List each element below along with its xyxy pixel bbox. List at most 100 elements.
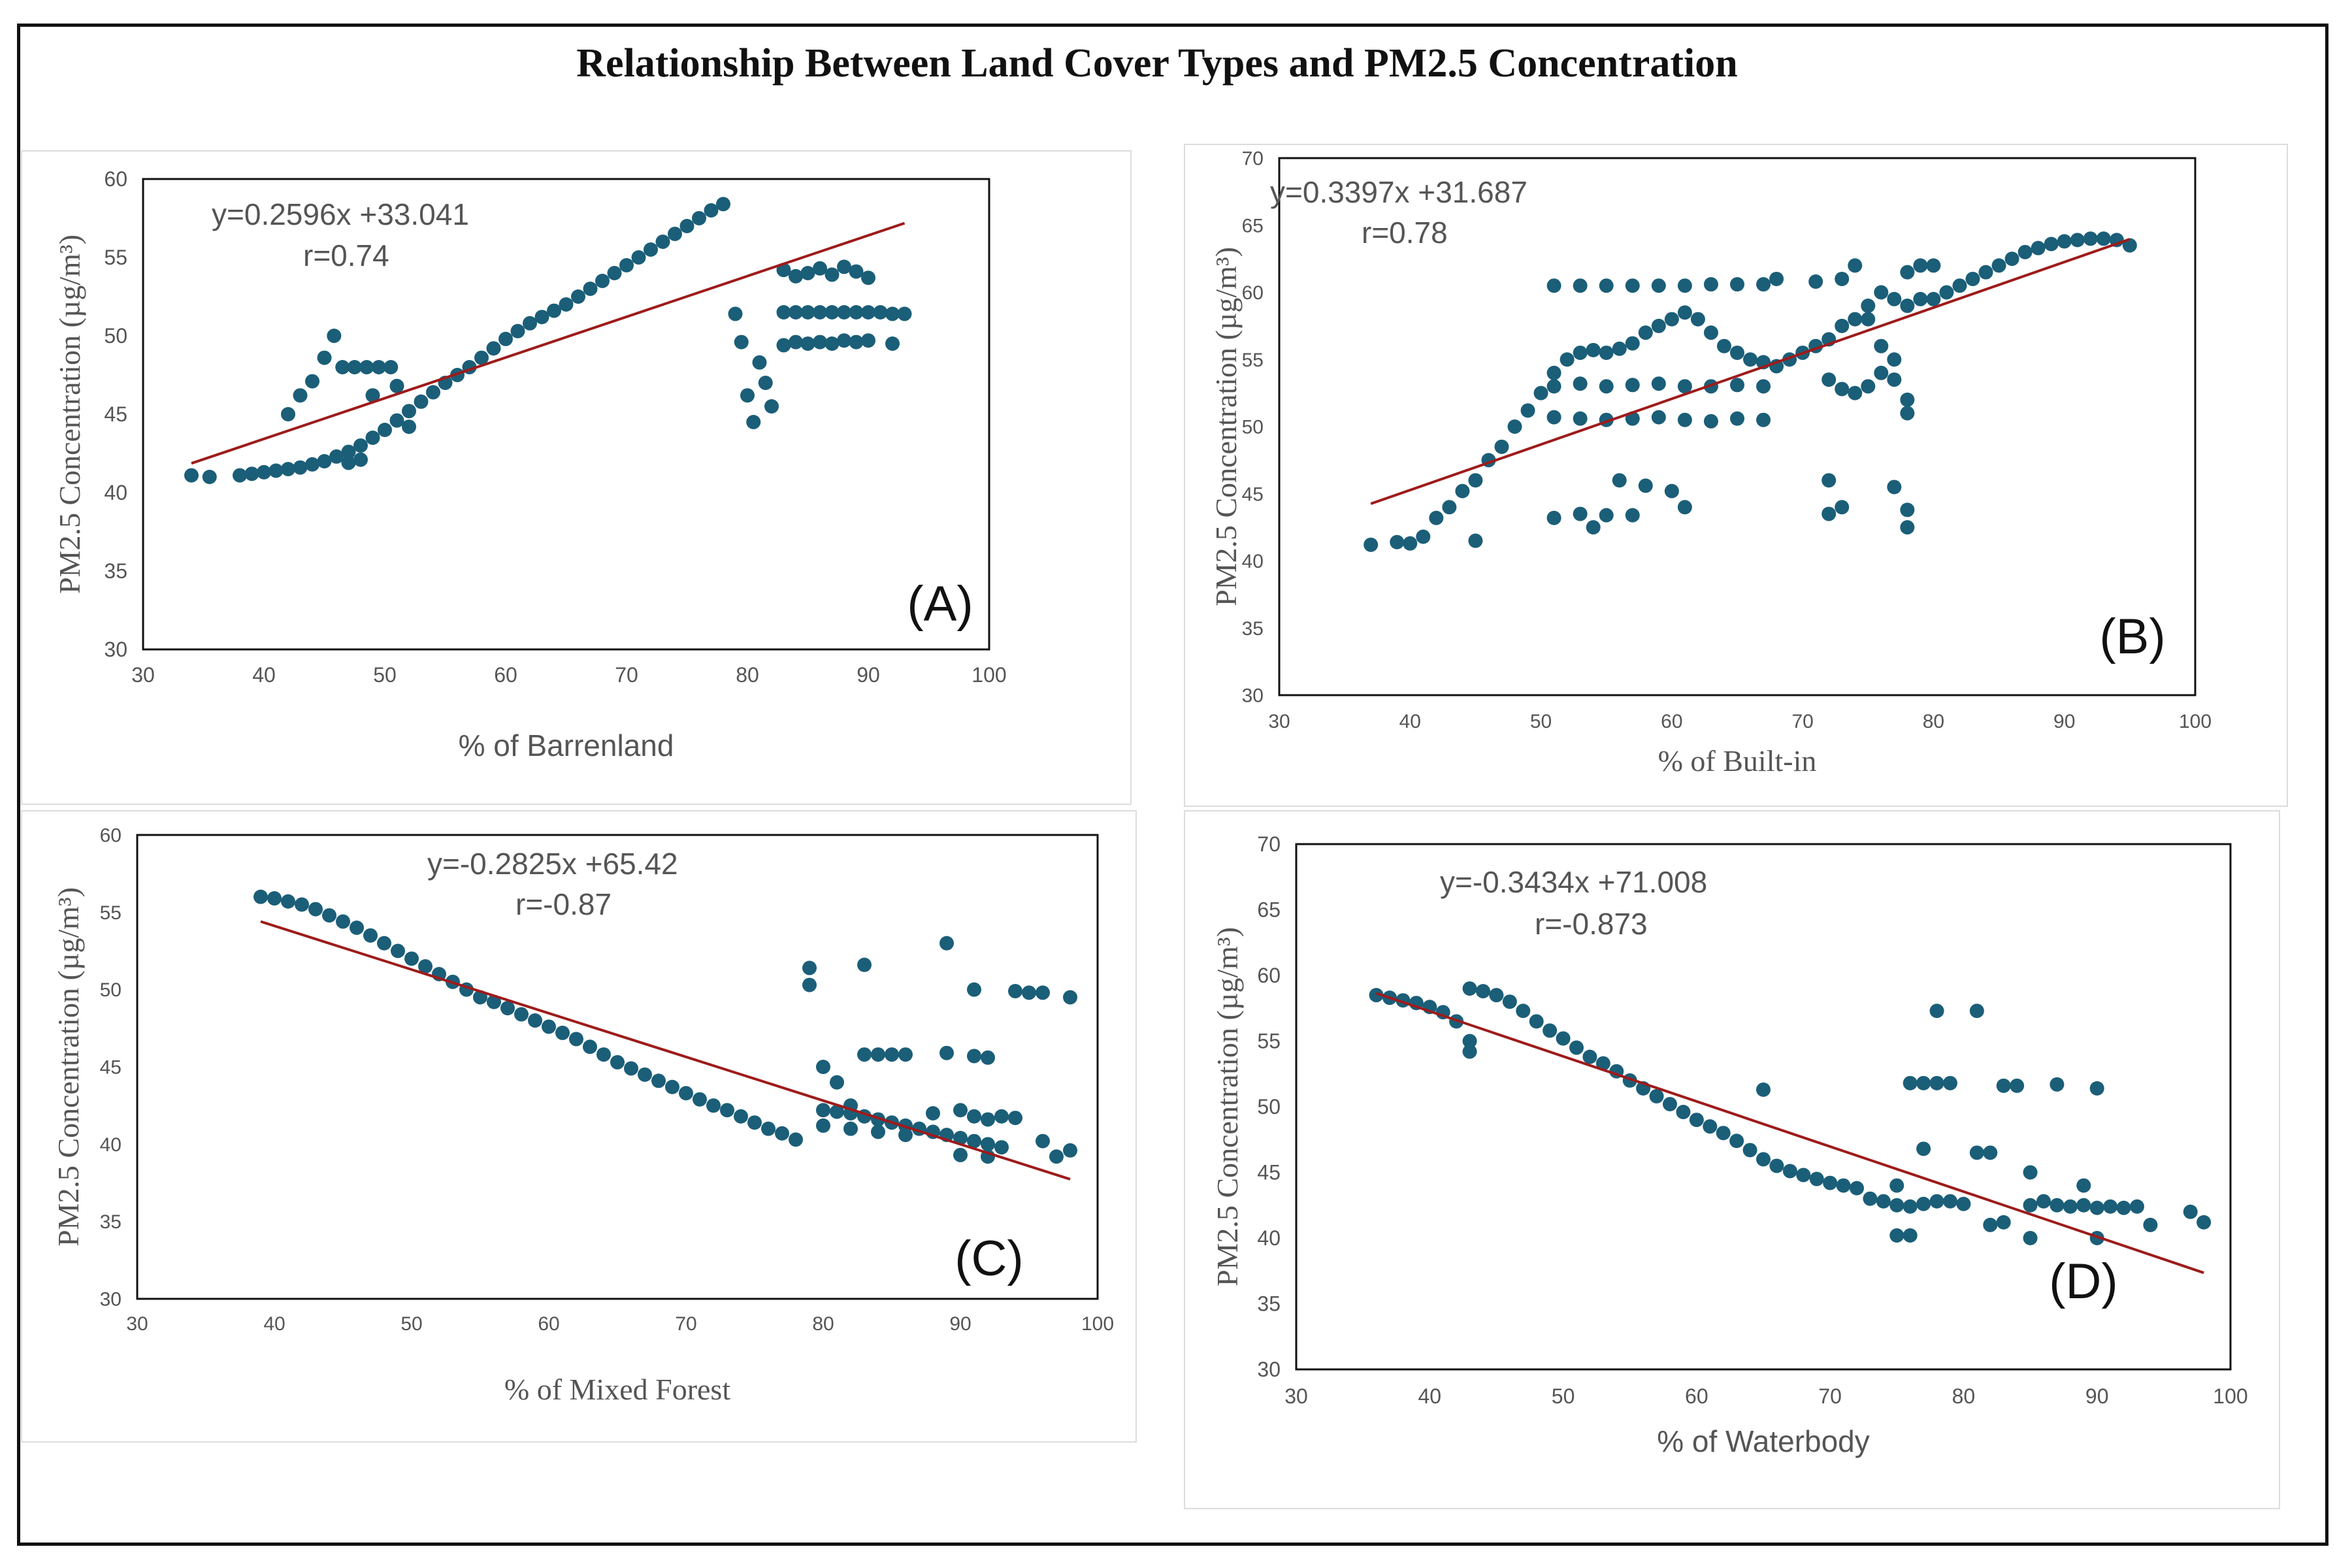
data-point: [825, 305, 840, 319]
data-point: [1649, 1088, 1664, 1103]
data-point: [418, 959, 433, 974]
panel-b: 30 40 50 60 70 80 90 100 30 35 40 45 50 55 60 65 70 PM2.5…: [1184, 144, 2288, 807]
y-axis-label: PM2.5 Concentration (µg/m³): [1211, 927, 1244, 1286]
y-tick-label: 35: [1242, 618, 1264, 640]
y-tick-label: 30: [100, 1289, 122, 1311]
x-tick-label: 90: [949, 1313, 971, 1335]
data-point: [704, 203, 719, 218]
data-point: [1887, 291, 1902, 306]
data-point: [1809, 1171, 1824, 1186]
panel-c: 30 40 50 60 70 80 90 100 30 35 40 45 50 55 60 PM2.5 Con…: [21, 810, 1137, 1443]
data-point: [257, 465, 271, 480]
x-tick-label: 70: [1818, 1384, 1842, 1408]
data-point: [1063, 990, 1077, 1005]
data-point: [336, 914, 350, 929]
data-point: [830, 1104, 844, 1119]
x-axis-label: % of Built-in: [1658, 744, 1817, 777]
data-point: [1664, 312, 1679, 327]
data-point: [638, 1067, 652, 1082]
scatter-chart-c: 30 40 50 60 70 80 90 100 30 35 40 45 50 55 60 PM2.5 Con…: [52, 825, 1114, 1407]
data-point: [1599, 345, 1614, 360]
x-tick-label: 40: [252, 663, 276, 687]
data-point: [1063, 1143, 1077, 1158]
data-point: [1036, 1134, 1050, 1149]
data-point: [1664, 483, 1679, 498]
data-point: [1494, 439, 1509, 454]
data-point: [353, 452, 368, 467]
data-point: [559, 297, 574, 312]
data-point: [281, 462, 295, 476]
data-point: [849, 305, 864, 319]
data-point: [1729, 1134, 1744, 1149]
data-point: [967, 1134, 981, 1149]
data-point: [837, 333, 851, 348]
data-point: [898, 1047, 913, 1062]
data-point: [534, 310, 549, 325]
data-point: [1546, 278, 1561, 293]
data-point: [994, 1140, 1009, 1155]
data-point: [953, 1103, 968, 1118]
data-point: [813, 335, 827, 350]
x-tick-label: 60: [494, 663, 517, 687]
data-point: [716, 197, 730, 212]
data-point: [2057, 234, 2072, 249]
x-tick-label: 40: [1418, 1384, 1441, 1408]
data-point: [1835, 382, 1850, 397]
correlation-label: r=0.78: [1362, 216, 1448, 250]
data-point: [2076, 1178, 2091, 1193]
data-point: [378, 423, 392, 437]
data-point: [1677, 278, 1692, 293]
data-point: [728, 306, 743, 321]
x-tick-label: 50: [373, 663, 397, 687]
data-point: [293, 388, 308, 403]
data-point: [365, 431, 380, 445]
panel-d: 30 40 50 60 70 80 90 100 30 35 40 45 50 55 60 65 70 PM2.5…: [1184, 810, 2280, 1509]
data-point: [939, 1045, 954, 1060]
data-point: [404, 951, 419, 966]
x-tick-label: 30: [126, 1313, 148, 1335]
data-point: [184, 468, 199, 483]
y-tick-label: 40: [104, 481, 127, 504]
data-point: [2023, 1231, 2038, 1245]
figure-frame: [17, 24, 2328, 1546]
data-point: [414, 394, 429, 409]
y-tick-label: 45: [100, 1057, 122, 1079]
data-point: [789, 305, 803, 319]
data-point: [1916, 1196, 1931, 1211]
data-point: [1586, 520, 1601, 535]
data-point: [1586, 342, 1601, 357]
data-point: [1022, 985, 1036, 1000]
data-point: [1730, 378, 1744, 393]
data-point: [816, 1118, 830, 1133]
data-point: [317, 350, 332, 365]
data-point: [857, 1047, 872, 1062]
data-point: [1507, 419, 1522, 434]
data-point: [776, 305, 791, 319]
y-tick-label: 45: [104, 402, 127, 426]
data-point: [500, 1001, 515, 1016]
data-point: [1468, 533, 1483, 548]
data-point: [474, 350, 489, 365]
data-point: [547, 303, 561, 318]
data-point: [281, 407, 295, 421]
data-point: [295, 897, 309, 912]
data-point: [873, 305, 888, 319]
data-point: [692, 211, 706, 225]
data-point: [1036, 985, 1050, 1000]
x-tick-label: 60: [1661, 711, 1682, 732]
correlation-label: r=-0.87: [515, 887, 612, 921]
data-point: [967, 1049, 981, 1064]
y-tick-label: 35: [1257, 1292, 1281, 1316]
data-point: [1716, 1126, 1731, 1141]
data-point: [1983, 1145, 1998, 1160]
data-point: [1599, 278, 1614, 293]
data-point: [861, 305, 875, 319]
data-point: [1848, 312, 1863, 327]
data-point: [1823, 1175, 1838, 1190]
data-point: [926, 1106, 940, 1120]
data-point: [825, 336, 840, 351]
data-point: [1900, 520, 1915, 535]
data-point: [665, 1079, 679, 1094]
data-point: [1769, 271, 1784, 286]
data-point: [1730, 345, 1744, 360]
